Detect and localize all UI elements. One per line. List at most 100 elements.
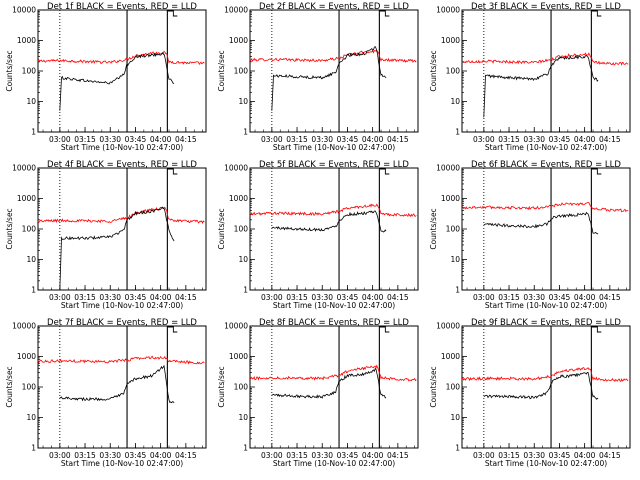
plot-frame	[249, 325, 419, 449]
y-axis-label: Counts/sec	[217, 208, 226, 249]
x-tick-label: 03:30	[311, 451, 333, 460]
event-rate-series	[271, 210, 387, 233]
interval-bracket	[379, 168, 390, 175]
x-tick-label: 04:15	[387, 293, 409, 302]
chart-panel: Det 7f BLACK = Events, RED = LLD 1 10 100 10…	[5, 318, 207, 468]
event-rate-series	[59, 206, 175, 291]
y-axis-label: Counts/sec	[5, 208, 14, 249]
y-axis-label: Counts/sec	[5, 366, 14, 407]
x-tick-label: 03:45	[549, 135, 571, 144]
x-tick-label: 04:15	[175, 293, 197, 302]
x-tick-label: 03:30	[311, 293, 333, 302]
y-tick-label: 1	[31, 286, 36, 295]
x-axis-label: Start Time (10-Nov-10 02:47:00)	[485, 459, 607, 468]
lld-rate-series	[461, 52, 629, 66]
plot-frame	[37, 167, 207, 291]
event-rate-series	[271, 46, 387, 111]
x-tick-label: 04:15	[175, 135, 197, 144]
y-tick-label: 1	[243, 286, 248, 295]
chart-title: Det 5f BLACK = Events, RED = LLD	[259, 160, 409, 170]
y-tick-label: 1000	[441, 194, 460, 203]
chart-panel: Det 6f BLACK = Events, RED = LLD 1 10 100 10…	[429, 160, 631, 310]
y-tick-label: 10	[238, 255, 248, 264]
chart-panel: Det 5f BLACK = Events, RED = LLD 1 10 100 10…	[217, 160, 419, 310]
y-tick-label: 100	[234, 383, 249, 392]
y-axis-label: Counts/sec	[217, 50, 226, 91]
x-axis-label: Start Time (10-Nov-10 02:47:00)	[61, 459, 183, 468]
y-axis-label: Counts/sec	[5, 50, 14, 91]
lld-rate-series	[37, 50, 205, 65]
x-tick-label: 04:00	[362, 451, 384, 460]
x-tick-label: 03:15	[498, 135, 520, 144]
y-tick-label: 1	[455, 128, 460, 137]
interval-bracket	[591, 10, 602, 17]
x-tick-label: 04:15	[599, 293, 621, 302]
y-tick-label: 1000	[17, 36, 36, 45]
y-tick-label: 1000	[229, 352, 248, 361]
y-tick-label: 1	[31, 444, 36, 453]
y-tick-label: 1000	[17, 194, 36, 203]
y-tick-label: 1000	[441, 352, 460, 361]
y-tick-label: 10000	[436, 6, 460, 15]
x-tick-label: 03:00	[49, 451, 71, 460]
y-tick-label: 1	[243, 128, 248, 137]
y-tick-label: 10000	[224, 322, 248, 331]
chart-panel: Det 3f BLACK = Events, RED = LLD 1 10 100 10…	[429, 2, 631, 152]
event-rate-series	[59, 51, 175, 111]
chart-title: Det 2f BLACK = Events, RED = LLD	[259, 2, 409, 12]
x-tick-label: 04:15	[599, 135, 621, 144]
chart-title: Det 9f BLACK = Events, RED = LLD	[471, 318, 621, 328]
chart-title: Det 6f BLACK = Events, RED = LLD	[471, 160, 621, 170]
lld-rate-series	[37, 206, 205, 225]
x-tick-label: 03:45	[125, 293, 147, 302]
chart-panel: Det 4f BLACK = Events, RED = LLD 1 10 100 10…	[5, 160, 207, 310]
y-tick-label: 10000	[436, 322, 460, 331]
x-tick-label: 03:30	[99, 293, 121, 302]
x-tick-label: 04:00	[150, 451, 172, 460]
x-tick-label: 03:15	[286, 135, 308, 144]
chart-title: Det 4f BLACK = Events, RED = LLD	[47, 160, 197, 170]
y-tick-label: 100	[234, 225, 249, 234]
y-tick-label: 10	[450, 255, 460, 264]
x-tick-label: 03:30	[311, 135, 333, 144]
chart-title: Det 8f BLACK = Events, RED = LLD	[259, 318, 409, 328]
y-tick-label: 100	[234, 67, 249, 76]
lld-rate-series	[249, 203, 417, 218]
interval-bracket	[167, 10, 178, 17]
x-tick-label: 04:15	[387, 451, 409, 460]
interval-bracket	[167, 326, 178, 333]
interval-bracket	[379, 10, 390, 17]
x-axis-label: Start Time (10-Nov-10 02:47:00)	[485, 143, 607, 152]
y-tick-label: 100	[22, 225, 37, 234]
y-tick-label: 10	[238, 97, 248, 106]
x-tick-label: 03:00	[49, 135, 71, 144]
x-tick-label: 03:00	[261, 293, 283, 302]
y-axis-label: Counts/sec	[217, 366, 226, 407]
x-tick-label: 03:45	[549, 293, 571, 302]
x-tick-label: 03:45	[337, 293, 359, 302]
y-tick-label: 1000	[441, 36, 460, 45]
plot-frame	[249, 167, 419, 291]
y-tick-label: 10000	[224, 6, 248, 15]
x-tick-label: 03:15	[74, 451, 96, 460]
event-rate-series	[59, 364, 175, 404]
x-tick-label: 03:30	[523, 135, 545, 144]
y-tick-label: 100	[446, 383, 461, 392]
x-tick-label: 03:00	[473, 293, 495, 302]
x-tick-label: 03:00	[261, 135, 283, 144]
event-rate-series	[271, 367, 387, 399]
lld-rate-series	[461, 366, 629, 383]
x-tick-label: 04:15	[599, 451, 621, 460]
x-tick-label: 03:30	[99, 451, 121, 460]
x-tick-label: 04:00	[362, 135, 384, 144]
x-axis-label: Start Time (10-Nov-10 02:47:00)	[61, 143, 183, 152]
x-tick-label: 03:45	[549, 451, 571, 460]
y-tick-label: 10000	[436, 164, 460, 173]
x-tick-label: 04:00	[362, 293, 384, 302]
plot-frame	[461, 325, 631, 449]
x-tick-label: 03:45	[125, 451, 147, 460]
x-tick-label: 03:15	[286, 451, 308, 460]
x-tick-label: 04:00	[574, 293, 596, 302]
x-axis-label: Start Time (10-Nov-10 02:47:00)	[273, 301, 395, 310]
y-tick-label: 10	[26, 255, 36, 264]
